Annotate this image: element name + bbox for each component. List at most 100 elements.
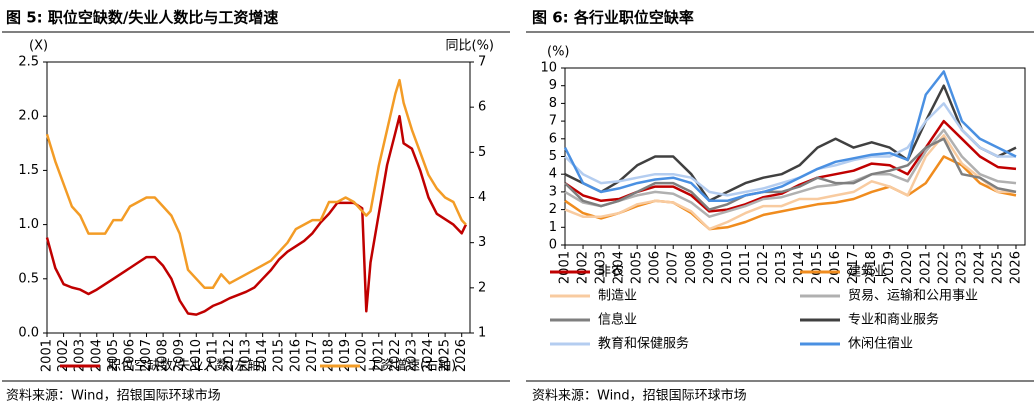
legend-label: 非农 — [598, 265, 624, 280]
y-tick-label: 0.0 — [18, 326, 39, 341]
x-tick-label: 2021 — [371, 339, 386, 372]
x-tick-label: 2002 — [576, 251, 591, 284]
x-tick-label: 2023 — [954, 251, 969, 284]
x-tick-label: 2011 — [738, 251, 753, 284]
chart-title: 图 6: 各行业职位空缺率 — [532, 9, 694, 27]
y-tick-label: 7 — [549, 114, 557, 129]
x-tick-label: 2003 — [594, 251, 609, 284]
legend-label: 建筑业 — [848, 264, 887, 280]
y-tick-label: 1 — [549, 220, 557, 235]
legend-label: 信息业 — [598, 312, 637, 328]
x-tick-label: 2007 — [666, 251, 681, 284]
x-tick-label: 2007 — [139, 339, 154, 372]
x-tick-label: 2017 — [846, 251, 861, 284]
legend-label: 贸易、运输和公用事业 — [848, 288, 978, 304]
series-line — [564, 137, 1017, 211]
legend-label: 工资增速(右轴) — [368, 359, 456, 374]
x-tick-label: 2014 — [792, 251, 807, 284]
y2-tick-label: 4 — [478, 190, 486, 205]
source: 资料来源：Wind，招银国际环球市场 — [532, 388, 747, 404]
x-tick-label: 2015 — [272, 339, 287, 372]
x-tick-label: 2008 — [156, 339, 171, 372]
x-tick-label: 2022 — [388, 339, 403, 372]
legend-label: 专业和商业服务 — [848, 312, 939, 328]
x-tick-label: 2018 — [864, 251, 879, 284]
series-line — [564, 84, 1017, 203]
y2-tick-label: 1 — [478, 326, 486, 341]
y-tick-label: 0.5 — [18, 271, 39, 286]
x-tick-label: 2015 — [810, 251, 825, 284]
x-tick-label: 2013 — [239, 339, 254, 372]
x-tick-label: 2021 — [918, 251, 933, 284]
x-tick-label: 2012 — [756, 251, 771, 284]
x-tick-label: 2026 — [1008, 251, 1023, 284]
y2-tick-label: 6 — [478, 100, 486, 115]
series-line — [564, 155, 1017, 231]
y2-tick-label: 7 — [478, 55, 486, 70]
y2-tick-label: 2 — [478, 280, 486, 295]
series-line — [564, 102, 1016, 197]
y-tick-label: 2.0 — [18, 109, 39, 124]
y-tick-label: 5 — [549, 149, 557, 164]
y2-axis-label: 同比(%) — [446, 39, 495, 54]
y-tick-label: 2.5 — [18, 55, 39, 70]
x-tick-label: 2022 — [936, 251, 951, 284]
x-tick-label: 2020 — [355, 339, 370, 372]
x-tick-label: 2006 — [122, 339, 137, 372]
x-tick-label: 2025 — [438, 339, 453, 372]
x-tick-label: 2023 — [404, 339, 419, 372]
x-tick-label: 2020 — [900, 251, 915, 284]
x-tick-label: 2018 — [322, 339, 337, 372]
y-axis-label: (%) — [547, 45, 570, 60]
y-axis-label: (X) — [29, 39, 48, 54]
x-tick-label: 2026 — [454, 339, 469, 372]
series-line — [564, 128, 1017, 218]
x-tick-label: 2014 — [255, 339, 270, 372]
legend-label: 教育和保健服务 — [598, 336, 689, 352]
x-tick-label: 2001 — [558, 251, 573, 284]
x-tick-label: 2016 — [828, 251, 843, 284]
series-line — [45, 114, 468, 316]
legend-label: 职位空缺数/失业人数(左轴) — [108, 359, 266, 374]
chart-title: 图 5: 职位空缺数/失业人数比与工资增速 — [6, 9, 278, 27]
series-line — [563, 70, 1017, 203]
x-tick-label: 2010 — [189, 339, 204, 372]
y-tick-label: 0 — [549, 238, 557, 253]
x-tick-label: 2017 — [305, 339, 320, 372]
y-tick-label: 4 — [549, 167, 557, 182]
x-tick-label: 2004 — [612, 251, 627, 284]
legend-label: 制造业 — [598, 289, 637, 304]
legend-label: 休闲住宿业 — [848, 336, 913, 352]
x-tick-label: 2008 — [684, 251, 699, 284]
x-tick-label: 2012 — [222, 339, 237, 372]
x-tick-label: 2001 — [40, 339, 55, 372]
x-tick-label: 2025 — [990, 251, 1005, 284]
x-tick-label: 2005 — [106, 339, 121, 372]
x-tick-label: 2024 — [972, 251, 987, 284]
source: 资料来源：Wind，招银国际环球市场 — [6, 388, 221, 404]
x-tick-label: 2019 — [882, 251, 897, 284]
y-tick-label: 8 — [549, 96, 557, 111]
y-tick-label: 2 — [549, 202, 557, 217]
x-tick-label: 2002 — [56, 339, 71, 372]
y-tick-label: 1.5 — [18, 163, 39, 178]
x-tick-label: 2006 — [648, 251, 663, 284]
x-tick-label: 2019 — [338, 339, 353, 372]
y-tick-label: 1.0 — [18, 217, 39, 232]
x-tick-label: 2010 — [720, 251, 735, 284]
x-tick-label: 2011 — [205, 339, 220, 372]
y-tick-label: 3 — [549, 184, 557, 199]
y2-tick-label: 3 — [478, 235, 486, 250]
x-tick-label: 2024 — [421, 339, 436, 372]
series-line — [45, 78, 467, 290]
series-line — [564, 134, 1016, 231]
x-tick-label: 2003 — [73, 339, 88, 372]
x-tick-label: 2016 — [288, 339, 303, 372]
y-tick-label: 10 — [540, 61, 557, 76]
x-tick-label: 2004 — [89, 339, 104, 372]
x-tick-label: 2009 — [702, 251, 717, 284]
y-tick-label: 9 — [549, 78, 557, 93]
x-tick-label: 2009 — [172, 339, 187, 372]
plot-frame — [46, 61, 471, 334]
